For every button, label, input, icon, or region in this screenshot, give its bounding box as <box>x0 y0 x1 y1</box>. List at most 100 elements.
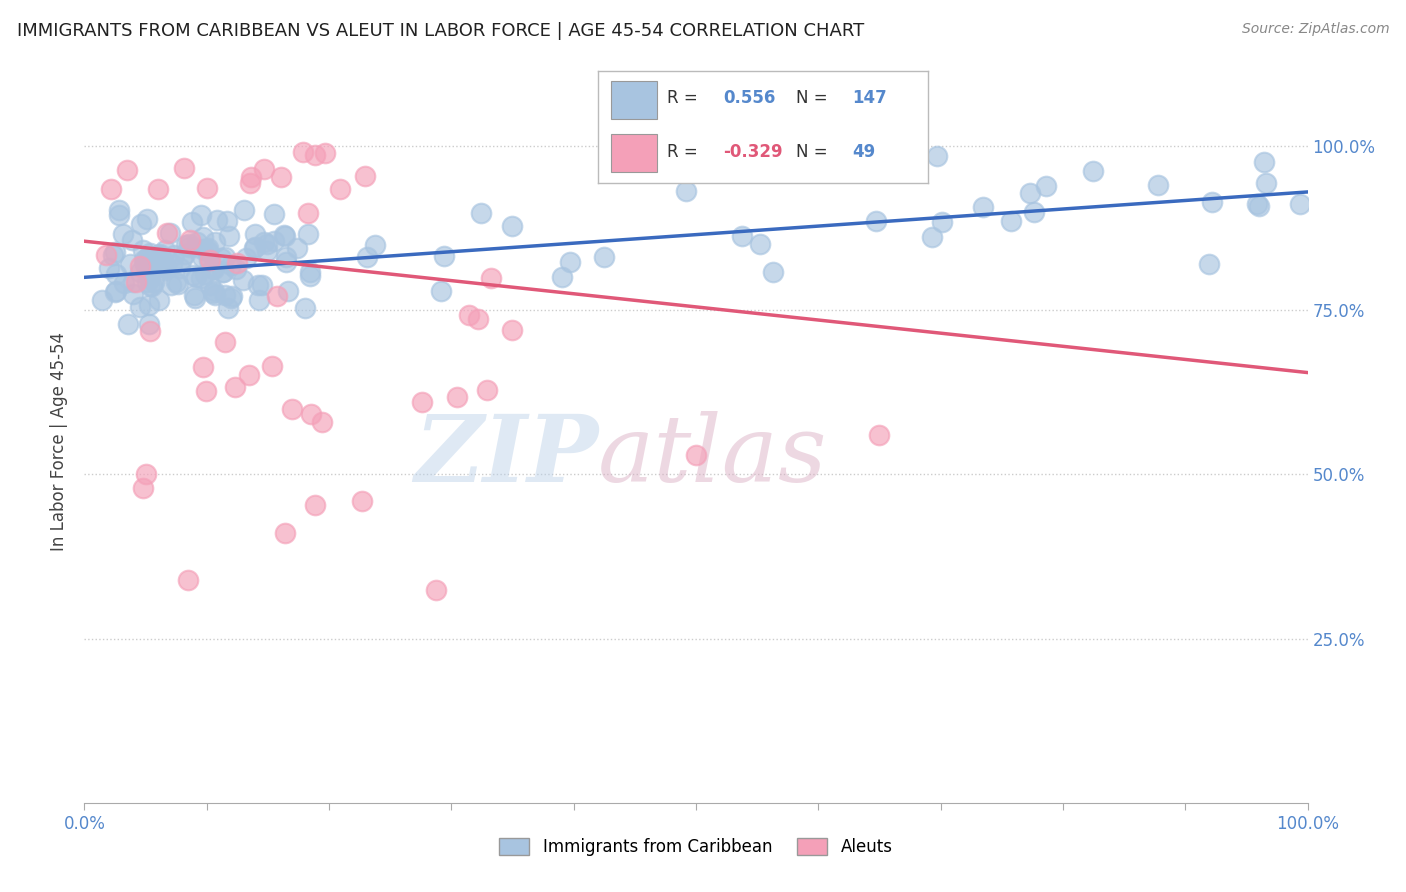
Point <box>356 251 378 265</box>
Point <box>162 257 184 271</box>
Point <box>131 217 153 231</box>
Point <box>100 182 122 196</box>
Point <box>262 359 284 373</box>
Point <box>225 262 247 277</box>
Text: atlas: atlas <box>598 411 828 501</box>
Point <box>148 248 170 262</box>
Point <box>299 265 322 279</box>
Point <box>200 253 222 268</box>
Point <box>274 525 297 540</box>
Point <box>169 260 191 275</box>
Point <box>156 226 179 240</box>
Point <box>191 229 214 244</box>
Text: -0.329: -0.329 <box>723 143 783 161</box>
Point <box>197 241 219 255</box>
Point <box>446 390 468 404</box>
Point <box>204 235 226 249</box>
Bar <box>610 81 657 120</box>
Point <box>762 265 785 279</box>
Point <box>194 268 217 282</box>
Point <box>253 162 276 177</box>
Point <box>135 467 157 482</box>
Point <box>129 300 152 314</box>
Point <box>411 395 433 409</box>
Point <box>150 258 173 272</box>
Point <box>232 273 254 287</box>
Point <box>219 259 242 273</box>
Point <box>233 202 256 217</box>
Point <box>153 260 176 274</box>
Point <box>1000 213 1022 227</box>
Point <box>129 259 152 273</box>
Point <box>285 241 308 255</box>
Point <box>931 215 953 229</box>
Point <box>925 149 948 163</box>
Point <box>299 268 322 283</box>
Point <box>143 275 166 289</box>
Point <box>297 206 319 220</box>
Point <box>253 235 276 249</box>
Point <box>209 251 232 265</box>
Point <box>273 228 295 243</box>
Point <box>146 247 169 261</box>
Point <box>138 317 160 331</box>
Point <box>593 250 616 264</box>
Point <box>1198 257 1220 271</box>
Bar <box>610 134 657 171</box>
Point <box>122 275 145 289</box>
Point <box>202 260 225 275</box>
Point <box>148 293 170 308</box>
Point <box>186 235 208 250</box>
Point <box>134 256 156 270</box>
Point <box>167 277 190 291</box>
Point <box>865 214 887 228</box>
Point <box>139 271 162 285</box>
Point <box>226 255 249 269</box>
Point <box>266 289 288 303</box>
Point <box>250 277 273 292</box>
Point <box>675 185 697 199</box>
Point <box>869 428 891 442</box>
Point <box>153 244 176 258</box>
Point <box>138 278 160 293</box>
Point <box>94 248 117 262</box>
Point <box>204 287 226 301</box>
Point <box>364 237 387 252</box>
Point <box>181 215 204 229</box>
Point <box>98 261 121 276</box>
Point <box>191 250 214 264</box>
Point <box>329 181 352 195</box>
Point <box>91 293 114 308</box>
Point <box>118 257 141 271</box>
Point <box>107 202 129 217</box>
Point <box>304 498 326 512</box>
Point <box>153 262 176 277</box>
Point <box>105 284 128 298</box>
Point <box>299 407 322 421</box>
Point <box>477 383 499 397</box>
Y-axis label: In Labor Force | Age 45-54: In Labor Force | Age 45-54 <box>51 332 69 551</box>
Point <box>239 176 262 190</box>
Point <box>238 368 260 382</box>
Point <box>218 229 240 244</box>
Point <box>502 323 524 337</box>
Point <box>1146 178 1168 192</box>
Point <box>245 227 267 242</box>
Point <box>155 261 177 276</box>
Point <box>202 261 225 276</box>
Point <box>1256 176 1278 190</box>
Point <box>748 237 770 252</box>
Point <box>202 284 225 298</box>
Point <box>429 285 451 299</box>
Point <box>1019 186 1042 200</box>
Point <box>108 209 131 223</box>
Point <box>1246 197 1268 211</box>
Point <box>1201 195 1223 210</box>
Legend: Immigrants from Caribbean, Aleuts: Immigrants from Caribbean, Aleuts <box>492 831 900 863</box>
Point <box>256 244 278 259</box>
Point <box>224 380 246 394</box>
Point <box>191 242 214 256</box>
Point <box>1035 178 1057 193</box>
Point <box>246 277 269 292</box>
Point <box>304 148 326 162</box>
